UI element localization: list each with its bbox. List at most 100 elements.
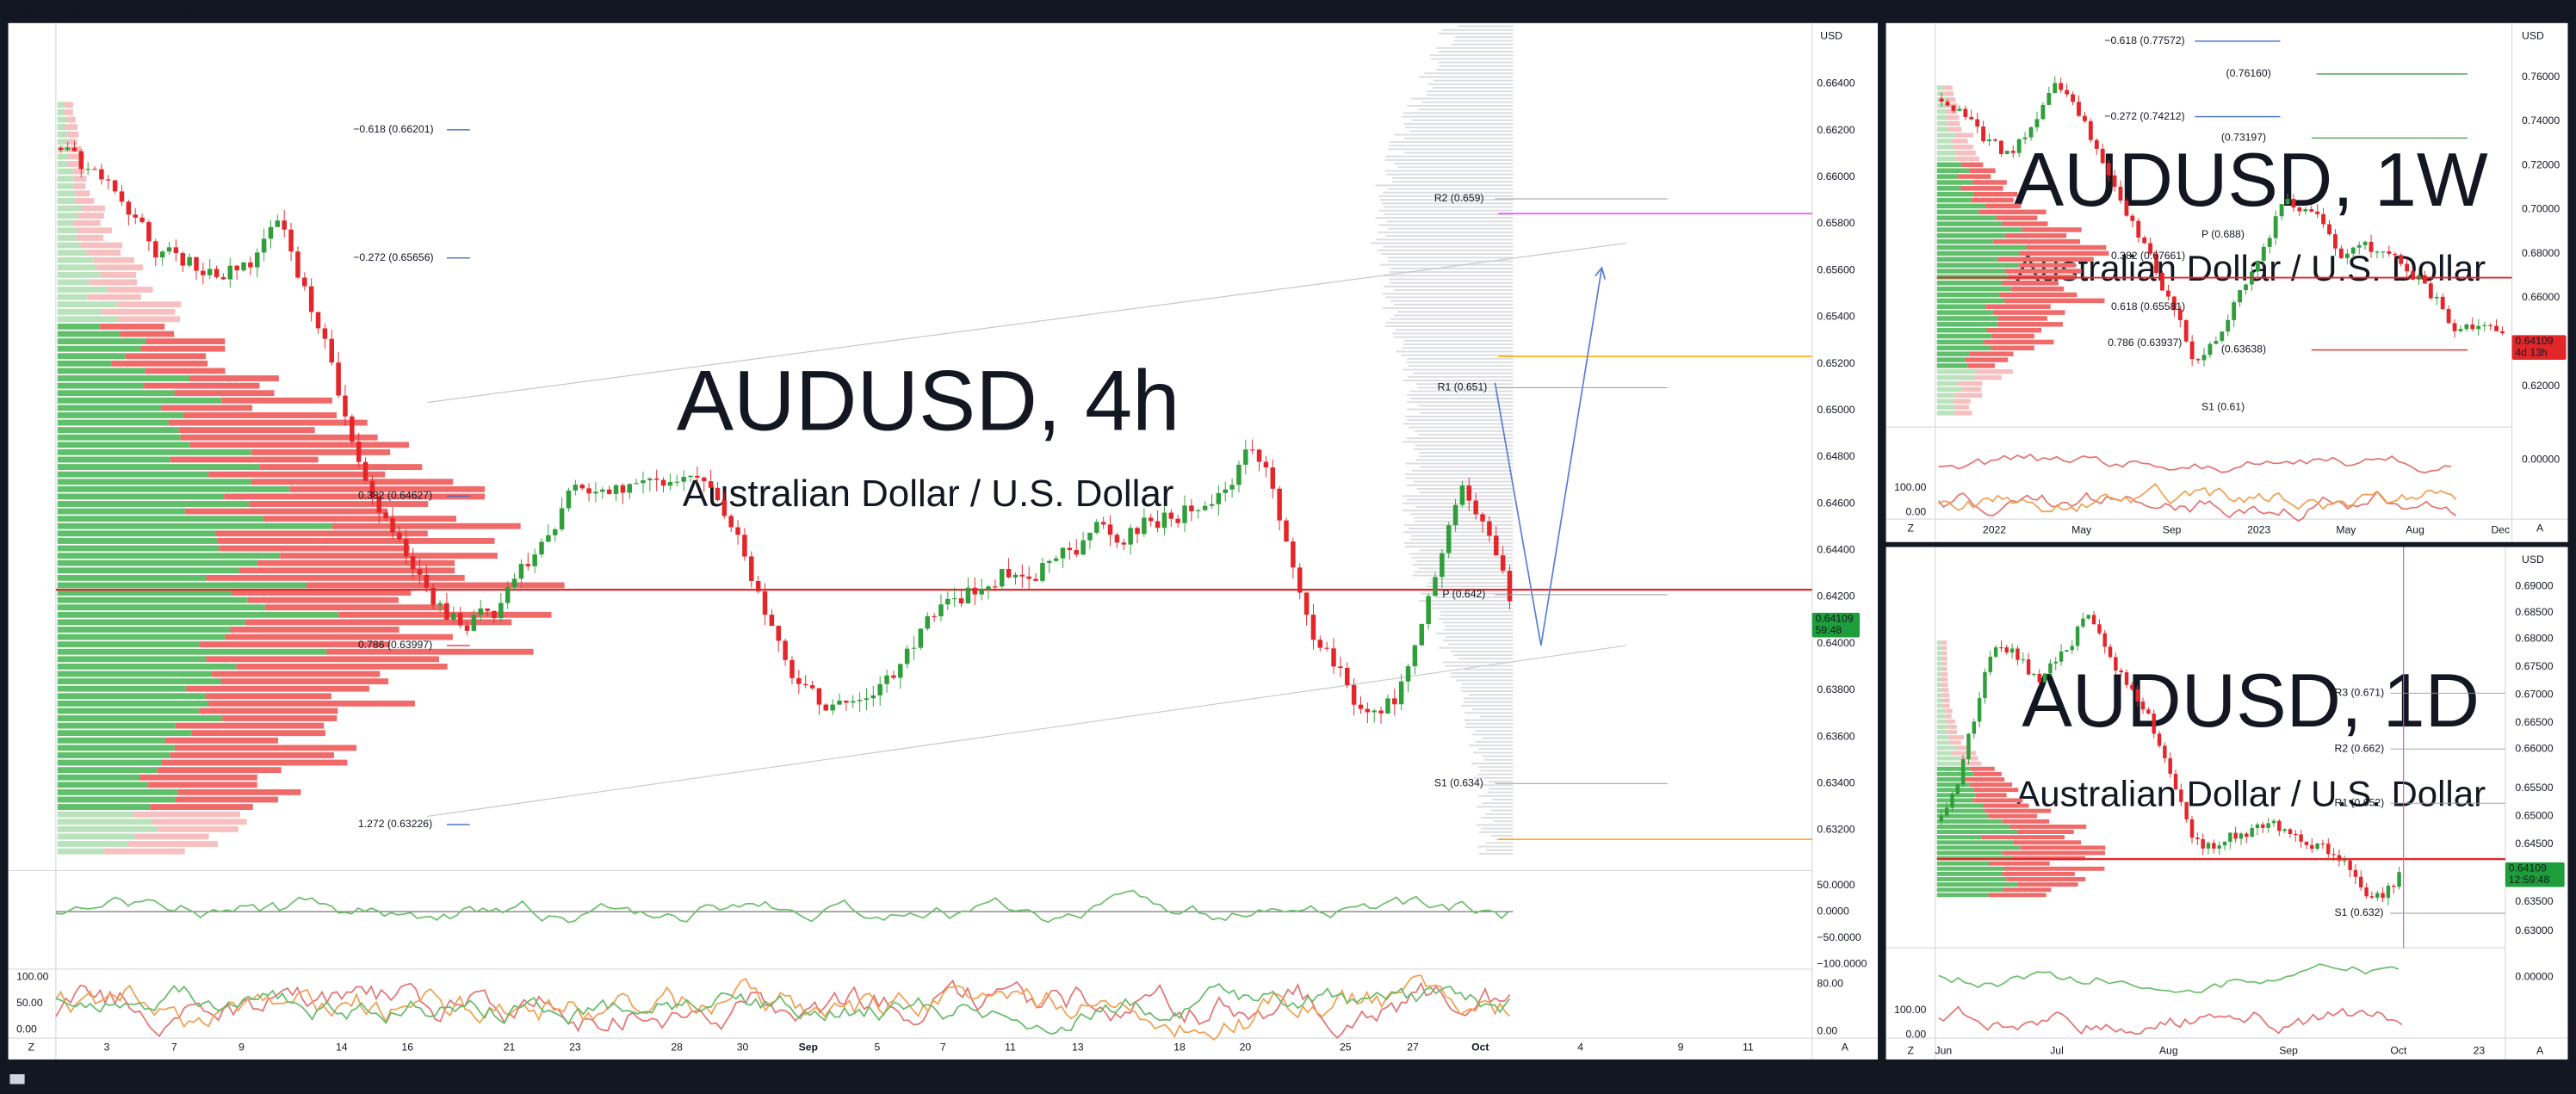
candle-body — [1291, 541, 1296, 568]
profile-down — [1947, 97, 1956, 102]
profile-up — [57, 752, 170, 758]
profile-up — [57, 471, 209, 478]
axis-label: 0.65600 — [1817, 263, 1855, 275]
profile-down — [148, 782, 257, 788]
candle-body — [78, 151, 84, 170]
oscillator-line — [1938, 483, 2457, 513]
profile-down — [1955, 150, 1976, 156]
candle-body — [1249, 449, 1255, 451]
candle-body — [742, 535, 747, 557]
candle-body — [261, 238, 267, 253]
axis-label: 0.66000 — [2515, 742, 2553, 754]
auto-button[interactable]: A — [1842, 1041, 1849, 1054]
profile-up — [1936, 651, 1943, 656]
profile-up — [57, 368, 146, 374]
brand-text: TradingView — [29, 1072, 93, 1085]
profile-down — [1960, 761, 1982, 766]
candle-body — [1155, 521, 1161, 528]
profile-down — [199, 641, 391, 648]
profile-down — [189, 442, 409, 448]
candle-body — [2244, 284, 2248, 291]
profile-down — [2017, 882, 2078, 887]
candle-body — [2326, 844, 2331, 855]
auto-button[interactable]: A — [2536, 1045, 2544, 1057]
axis-label: 0.00 — [1905, 506, 1926, 518]
candle-body — [1392, 698, 1397, 705]
candle-body — [993, 586, 998, 588]
profile-up — [1936, 221, 2003, 226]
candle-body — [2238, 290, 2243, 303]
profile-up — [57, 205, 82, 212]
profile-down — [2002, 871, 2075, 876]
candle-body — [2267, 238, 2272, 247]
profile-up — [1936, 197, 1972, 203]
profile-up — [1936, 683, 1941, 687]
candle-body — [1419, 624, 1425, 646]
candle-body — [1161, 512, 1167, 528]
profile-up — [57, 279, 90, 286]
profile-up — [57, 685, 187, 692]
candle-body — [2338, 248, 2344, 258]
x-axis-label: 5 — [875, 1041, 881, 1054]
profile-up — [57, 559, 257, 566]
profile-up — [1936, 333, 1992, 339]
level-label: (0.63638) — [2221, 343, 2266, 355]
level-label: 0.382 (0.64627) — [358, 490, 432, 502]
candle-body — [620, 485, 626, 493]
profile-up — [57, 759, 162, 766]
profile-down — [1972, 191, 2018, 197]
candle-body — [2201, 355, 2207, 361]
candle-body — [1945, 102, 1950, 106]
candle-body — [1236, 464, 1242, 485]
candle-body — [1358, 704, 1364, 709]
candle-body — [2189, 341, 2195, 360]
profile-up — [1936, 180, 1973, 185]
candle-body — [2359, 876, 2363, 887]
watermark-symbol: AUDUSD, 1W — [2014, 138, 2488, 222]
candle-body — [2411, 271, 2415, 280]
profile-up — [57, 833, 135, 840]
candle-body — [1426, 596, 1431, 625]
candle-body — [1983, 671, 1987, 699]
candle-body — [1196, 510, 1201, 512]
axis-label: 0.68500 — [2515, 606, 2553, 618]
candle-body — [790, 659, 795, 678]
axis-label: 0.63200 — [1817, 824, 1855, 836]
profile-up — [57, 582, 307, 589]
zoom-button[interactable]: Z — [28, 1041, 35, 1054]
level-label: −0.618 (0.77572) — [2104, 34, 2184, 46]
candle-body — [2163, 745, 2167, 758]
zoom-button[interactable]: Z — [1907, 522, 1914, 535]
candle-body — [2255, 260, 2260, 272]
profile-down — [120, 331, 175, 337]
candle-body — [579, 485, 585, 489]
profile-down — [1984, 339, 2054, 345]
candle-body — [695, 475, 700, 478]
profile-up — [57, 493, 225, 500]
profile-up — [57, 353, 126, 360]
currency-label: USD — [2522, 553, 2544, 566]
candle-body — [1297, 567, 1303, 593]
profile-up — [1936, 186, 1961, 191]
profile-up — [1936, 887, 2003, 893]
profile-up — [1936, 893, 1989, 898]
candle-body — [444, 603, 449, 620]
auto-button[interactable]: A — [2536, 522, 2544, 535]
candle-body — [2261, 246, 2266, 261]
profile-down — [1988, 893, 2047, 898]
candle-body — [911, 647, 917, 649]
oscillator-line — [1938, 963, 2400, 993]
profile-up — [57, 390, 175, 397]
candle-body — [2392, 886, 2396, 887]
profile-up — [57, 448, 251, 455]
profile-down — [1941, 677, 1948, 682]
profile-up — [57, 782, 149, 788]
profile-down — [2022, 227, 2082, 232]
profile-up — [1936, 286, 2011, 292]
candle-body — [2040, 104, 2046, 120]
zoom-button[interactable]: Z — [1907, 1045, 1914, 1057]
candle-body — [864, 698, 870, 701]
profile-up — [57, 345, 141, 352]
profile-up — [57, 139, 67, 145]
profile-up — [1936, 292, 1999, 298]
